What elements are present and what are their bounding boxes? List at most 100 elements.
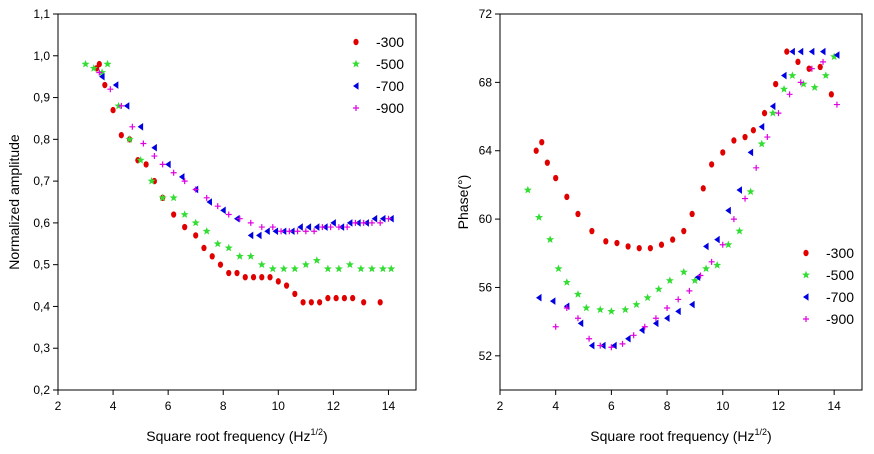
data-point <box>213 239 222 248</box>
amplitude-y-axis-label: Normalized amplitude <box>6 134 22 270</box>
data-point <box>784 48 790 55</box>
data-point <box>573 290 582 298</box>
data-point <box>821 71 830 79</box>
data-point <box>350 294 356 302</box>
data-point <box>675 296 682 303</box>
data-point <box>761 109 768 117</box>
data-point <box>700 185 706 192</box>
data-point <box>319 224 326 231</box>
data-point <box>780 85 789 93</box>
data-point <box>539 138 545 146</box>
data-point <box>278 228 285 235</box>
x-tick-label: 12 <box>327 399 341 413</box>
legend-label: -900 <box>826 311 854 327</box>
data-point <box>191 218 200 227</box>
legend-label: -900 <box>376 100 404 116</box>
data-point <box>96 69 103 76</box>
data-point <box>750 127 757 134</box>
data-point <box>257 260 266 269</box>
phase-legend: -300 -500 -700 -900 <box>802 245 854 327</box>
legend-marker <box>353 82 359 90</box>
data-point <box>178 173 185 181</box>
x-tick-label: 8 <box>220 399 227 413</box>
data-point <box>206 198 212 206</box>
data-point <box>202 227 211 235</box>
data-point <box>246 252 255 260</box>
data-point <box>192 186 199 193</box>
data-point <box>614 239 620 247</box>
phase-x-axis-label: Square root frequency (Hz1/2) <box>590 427 771 444</box>
data-point <box>344 224 351 231</box>
data-point <box>346 219 353 227</box>
data-point <box>603 238 609 245</box>
y-tick-label: 52 <box>479 349 493 363</box>
amplitude-plot-frame <box>57 13 417 391</box>
data-point <box>317 299 323 306</box>
data-point <box>768 108 777 117</box>
data-point <box>764 134 771 141</box>
y-tick-label: 60 <box>479 212 493 226</box>
data-point <box>647 244 653 252</box>
data-point <box>781 71 787 80</box>
data-point <box>820 47 826 56</box>
data-point <box>675 307 681 316</box>
data-point <box>730 216 737 223</box>
data-point <box>786 91 793 98</box>
y-tick-label: 1,0 <box>33 49 50 63</box>
data-point <box>305 223 312 231</box>
x-tick-label: 14 <box>382 399 396 413</box>
y-tick-label: 0,3 <box>33 341 50 355</box>
data-point <box>180 210 189 218</box>
data-point <box>564 193 570 201</box>
data-point <box>797 79 804 86</box>
data-point <box>830 52 839 61</box>
data-point <box>670 236 676 243</box>
y-tick-label: 64 <box>479 144 493 158</box>
data-point <box>563 304 570 311</box>
data-point <box>333 294 339 302</box>
x-tick-label: 4 <box>552 399 559 413</box>
data-point <box>588 341 595 350</box>
data-point <box>292 290 298 298</box>
data-point <box>313 223 320 231</box>
data-point <box>118 131 124 139</box>
data-point <box>736 186 742 194</box>
data-point <box>123 102 130 110</box>
legend-label: -700 <box>376 78 404 94</box>
data-point <box>247 231 254 240</box>
data-point <box>652 319 659 328</box>
data-point <box>799 79 808 88</box>
legend-marker <box>803 249 809 257</box>
data-point <box>703 242 709 251</box>
data-point <box>828 91 834 98</box>
legend-label: -300 <box>826 245 854 261</box>
data-point <box>107 86 114 93</box>
data-point <box>345 260 354 269</box>
amplitude-x-axis-label: Square root frequency (Hz1/2) <box>146 427 327 444</box>
x-tick-label: 10 <box>272 399 286 413</box>
data-point <box>258 224 265 231</box>
data-point <box>665 276 674 285</box>
data-point <box>226 269 232 277</box>
data-point <box>758 123 765 131</box>
data-point <box>534 213 543 221</box>
data-point <box>808 65 815 72</box>
data-point <box>89 64 98 72</box>
data-point <box>234 214 240 223</box>
data-point <box>731 137 737 144</box>
data-point <box>546 235 555 243</box>
data-point <box>323 264 332 273</box>
data-point <box>549 297 556 305</box>
y-tick-label: 1,1 <box>33 7 50 21</box>
data-point <box>203 194 210 201</box>
data-point <box>552 323 559 330</box>
data-point <box>214 203 221 210</box>
data-point <box>259 274 265 281</box>
y-tick-label: 72 <box>479 7 493 21</box>
data-point <box>808 47 815 56</box>
data-point <box>286 228 293 235</box>
data-point <box>719 241 726 248</box>
x-tick-label: 6 <box>165 399 172 413</box>
